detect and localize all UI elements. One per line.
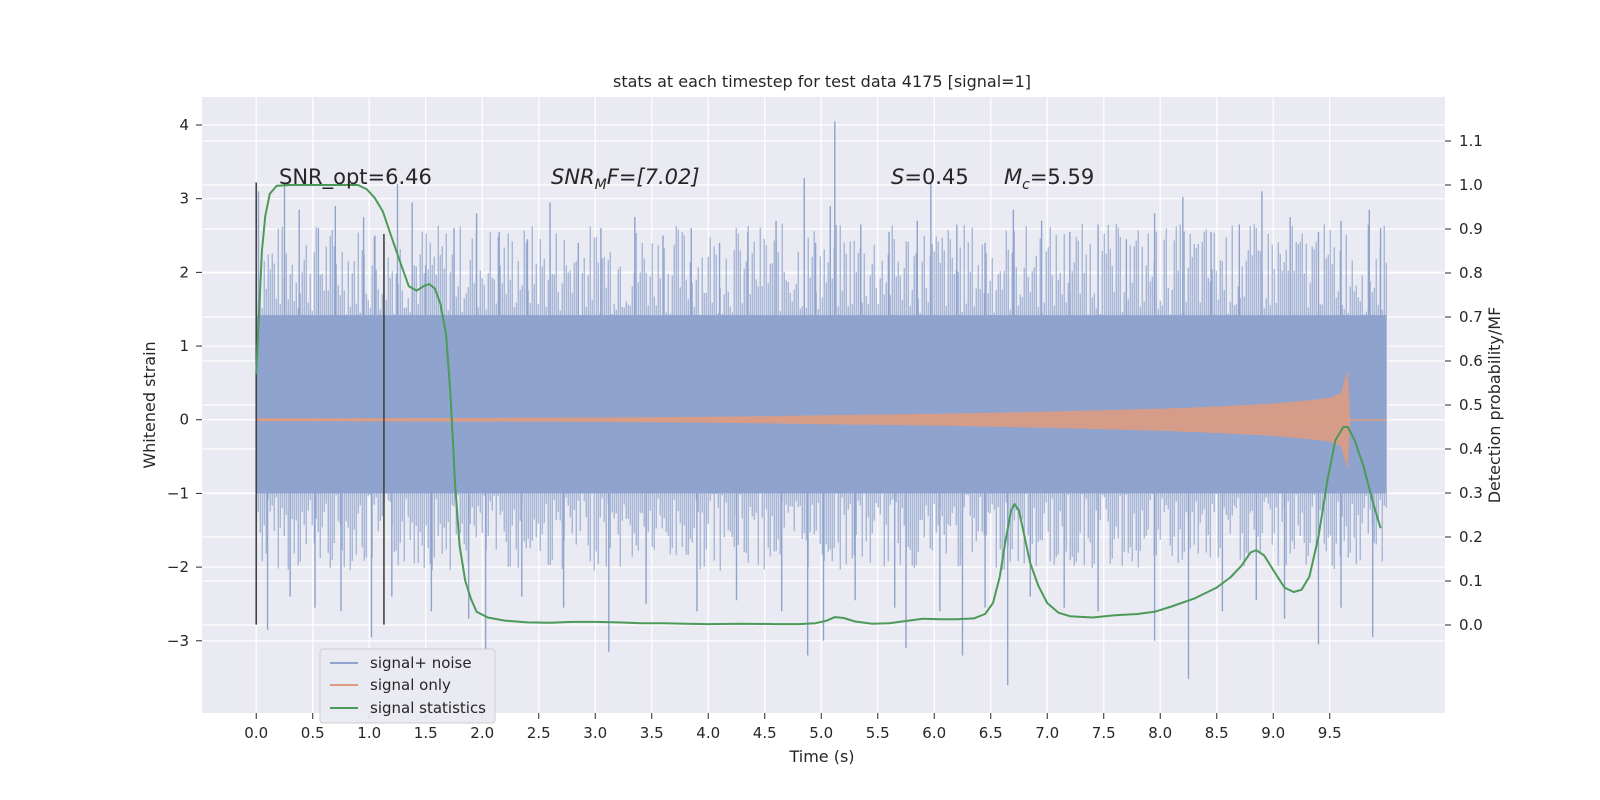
y-tick-label: −1 xyxy=(167,484,189,502)
right-y-axis-label: Detection probability/MF xyxy=(1485,307,1504,504)
y-tick-label: 2 xyxy=(179,263,189,281)
chart-title: stats at each timestep for test data 417… xyxy=(613,72,1031,91)
legend-label-stat: signal statistics xyxy=(370,699,486,717)
y-tick-label: 0 xyxy=(179,411,189,429)
legend-label-noise: signal+ noise xyxy=(370,654,472,672)
x-tick-label: 7.5 xyxy=(1092,724,1116,742)
x-axis-label: Time (s) xyxy=(788,747,854,766)
right-y-tick-label: 0.1 xyxy=(1459,572,1483,590)
y-tick-label: −3 xyxy=(167,632,189,650)
annotation-snr-opt: SNR_opt=6.46 xyxy=(279,165,432,190)
x-tick-label: 8.0 xyxy=(1148,724,1172,742)
right-y-tick-label: 0.3 xyxy=(1459,484,1483,502)
y-axis-ticks: 4 3 2 1 0 −1 −2 −3 xyxy=(167,116,202,650)
statistics-line xyxy=(255,184,1382,626)
y-tick-label: −2 xyxy=(167,558,189,576)
x-tick-label: 4.0 xyxy=(696,724,720,742)
right-y-axis-ticks: 1.1 1.0 0.9 0.8 0.7 0.6 0.5 0.4 0.3 0.2 0.1 0.0 xyxy=(1445,132,1483,634)
x-tick-label: 0.5 xyxy=(301,724,325,742)
x-tick-label: 2.0 xyxy=(470,724,494,742)
x-tick-label: 1.5 xyxy=(414,724,438,742)
legend: signal+ noise signal only signal statist… xyxy=(319,648,496,724)
x-axis-ticks: 0.0 0.5 1.0 1.5 2.0 2.5 3.0 3.5 4.0 4.5 5.0 5.5 6.0 6… xyxy=(244,713,1342,742)
series-signal-plus-noise xyxy=(255,121,1387,685)
x-tick-label: 2.5 xyxy=(527,724,551,742)
y-tick-label: 4 xyxy=(179,116,189,134)
right-y-tick-label: 0.2 xyxy=(1459,528,1483,546)
x-tick-label: 6.0 xyxy=(922,724,946,742)
right-y-tick-label: 0.9 xyxy=(1459,220,1483,238)
vertical-markers xyxy=(255,182,385,625)
x-tick-label: 4.5 xyxy=(753,724,777,742)
x-tick-label: 9.5 xyxy=(1318,724,1342,742)
y-tick-label: 1 xyxy=(179,337,189,355)
right-y-tick-label: 1.1 xyxy=(1459,132,1483,150)
series-signal-only xyxy=(256,369,1387,470)
x-tick-label: 1.0 xyxy=(357,724,381,742)
annotation-mc: Mc=5.59 xyxy=(1004,165,1094,193)
x-tick-label: 5.5 xyxy=(866,724,890,742)
y-axis-label: Whitened strain xyxy=(140,341,159,468)
annotation-s: S=0.45 xyxy=(891,165,969,189)
x-tick-label: 6.5 xyxy=(979,724,1003,742)
x-tick-label: 7.0 xyxy=(1035,724,1059,742)
y-tick-label: 3 xyxy=(179,190,189,208)
x-tick-label: 8.5 xyxy=(1205,724,1229,742)
right-y-tick-label: 0.8 xyxy=(1459,264,1483,282)
legend-label-signal: signal only xyxy=(370,676,451,694)
right-y-tick-label: 0.7 xyxy=(1459,308,1483,326)
right-y-tick-label: 1.0 xyxy=(1459,176,1483,194)
legend-box xyxy=(319,648,496,724)
x-tick-label: 3.5 xyxy=(640,724,664,742)
x-tick-label: 9.0 xyxy=(1261,724,1285,742)
x-tick-label: 0.0 xyxy=(244,724,268,742)
right-y-tick-label: 0.6 xyxy=(1459,352,1483,370)
x-tick-label: 3.0 xyxy=(583,724,607,742)
series-signal-statistics xyxy=(255,184,1382,626)
right-y-tick-label: 0.5 xyxy=(1459,396,1483,414)
annotation-snr-mf: SNRMF=[7.02] xyxy=(551,165,700,193)
x-tick-label: 5.0 xyxy=(809,724,833,742)
right-y-tick-label: 0.4 xyxy=(1459,440,1483,458)
right-y-tick-label: 0.0 xyxy=(1459,616,1483,634)
